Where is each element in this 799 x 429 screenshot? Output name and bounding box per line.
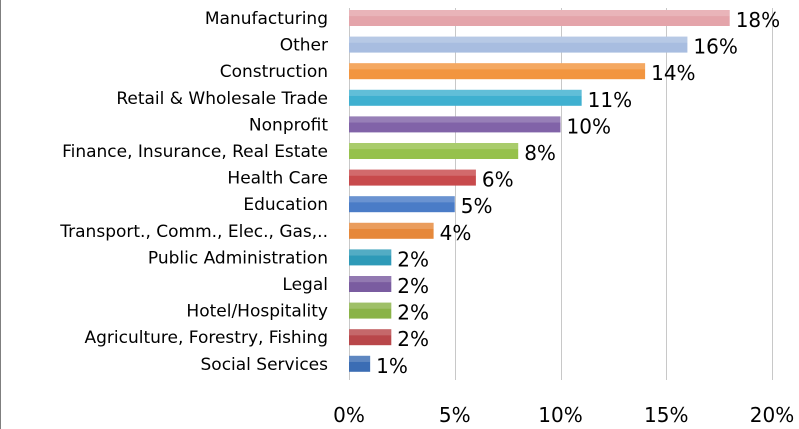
bar-highlight: [349, 355, 371, 362]
value-label: 16%: [693, 35, 737, 59]
bar-highlight: [349, 169, 476, 176]
category-label: Health Care: [227, 169, 328, 189]
value-labels: 18%16%14%11%10%8%6%5%4%2%2%2%2%1%: [376, 8, 780, 378]
value-label: 1%: [376, 354, 408, 378]
value-label: 2%: [397, 301, 429, 325]
bar: [349, 222, 434, 239]
bar: [349, 329, 392, 346]
bar: [349, 196, 455, 213]
bar-highlight: [349, 36, 688, 43]
category-label: Agriculture, Forestry, Fishing: [84, 328, 328, 348]
bar-highlight: [349, 89, 582, 96]
bar: [349, 143, 519, 159]
category-label: Education: [243, 195, 328, 215]
x-tick-label: 5%: [439, 403, 471, 427]
bar-highlight: [349, 276, 392, 283]
bar: [349, 355, 371, 372]
bar-highlight: [349, 302, 392, 309]
bar-highlight: [349, 329, 392, 336]
bar-highlight: [349, 10, 730, 17]
bar-highlight: [349, 63, 646, 70]
category-labels: Manufacturing Other Construction Retail & W…: [59, 9, 328, 375]
bar-highlight: [349, 249, 392, 256]
bar: [349, 169, 476, 186]
bar: [349, 36, 688, 53]
bar-highlight: [349, 222, 434, 229]
category-label: Manufacturing: [205, 9, 328, 29]
category-label: Other: [280, 36, 328, 56]
value-label: 8%: [524, 141, 556, 165]
value-label: 10%: [567, 114, 611, 138]
category-label: Finance, Insurance, Real Estate: [62, 142, 328, 162]
bar: [349, 10, 730, 26]
bars: [349, 10, 730, 372]
x-tick-label: 10%: [538, 403, 582, 427]
category-label: Public Administration: [148, 248, 328, 268]
bar-highlight: [349, 143, 519, 150]
value-label: 2%: [397, 274, 429, 298]
category-label: Construction: [220, 62, 328, 82]
x-axis-tick-labels: 0% 5% 10% 15% 20%: [333, 403, 794, 427]
value-label: 5%: [461, 194, 493, 218]
value-label: 14%: [651, 61, 695, 85]
bar-highlight: [349, 196, 455, 203]
category-label: Transport., Comm., Elec., Gas,..: [59, 222, 328, 242]
bar: [349, 89, 582, 106]
x-tick-label: 15%: [644, 403, 688, 427]
bar: [349, 249, 392, 266]
bar: [349, 63, 646, 80]
value-label: 2%: [397, 327, 429, 351]
category-label: Social Services: [201, 355, 329, 375]
value-label: 6%: [482, 168, 514, 192]
bar-highlight: [349, 116, 561, 123]
value-label: 18%: [736, 8, 780, 32]
bar: [349, 302, 392, 319]
x-tick-label: 0%: [333, 403, 365, 427]
x-tick-label: 20%: [750, 403, 794, 427]
value-label: 4%: [440, 221, 472, 245]
bar: [349, 116, 561, 133]
category-label: Nonprofit: [249, 115, 328, 135]
bar: [349, 276, 392, 292]
category-label: Hotel/Hospitality: [186, 302, 328, 322]
category-label: Retail & Wholesale Trade: [116, 89, 328, 109]
category-label: Legal: [282, 275, 328, 295]
value-label: 2%: [397, 247, 429, 271]
value-label: 11%: [588, 88, 632, 112]
